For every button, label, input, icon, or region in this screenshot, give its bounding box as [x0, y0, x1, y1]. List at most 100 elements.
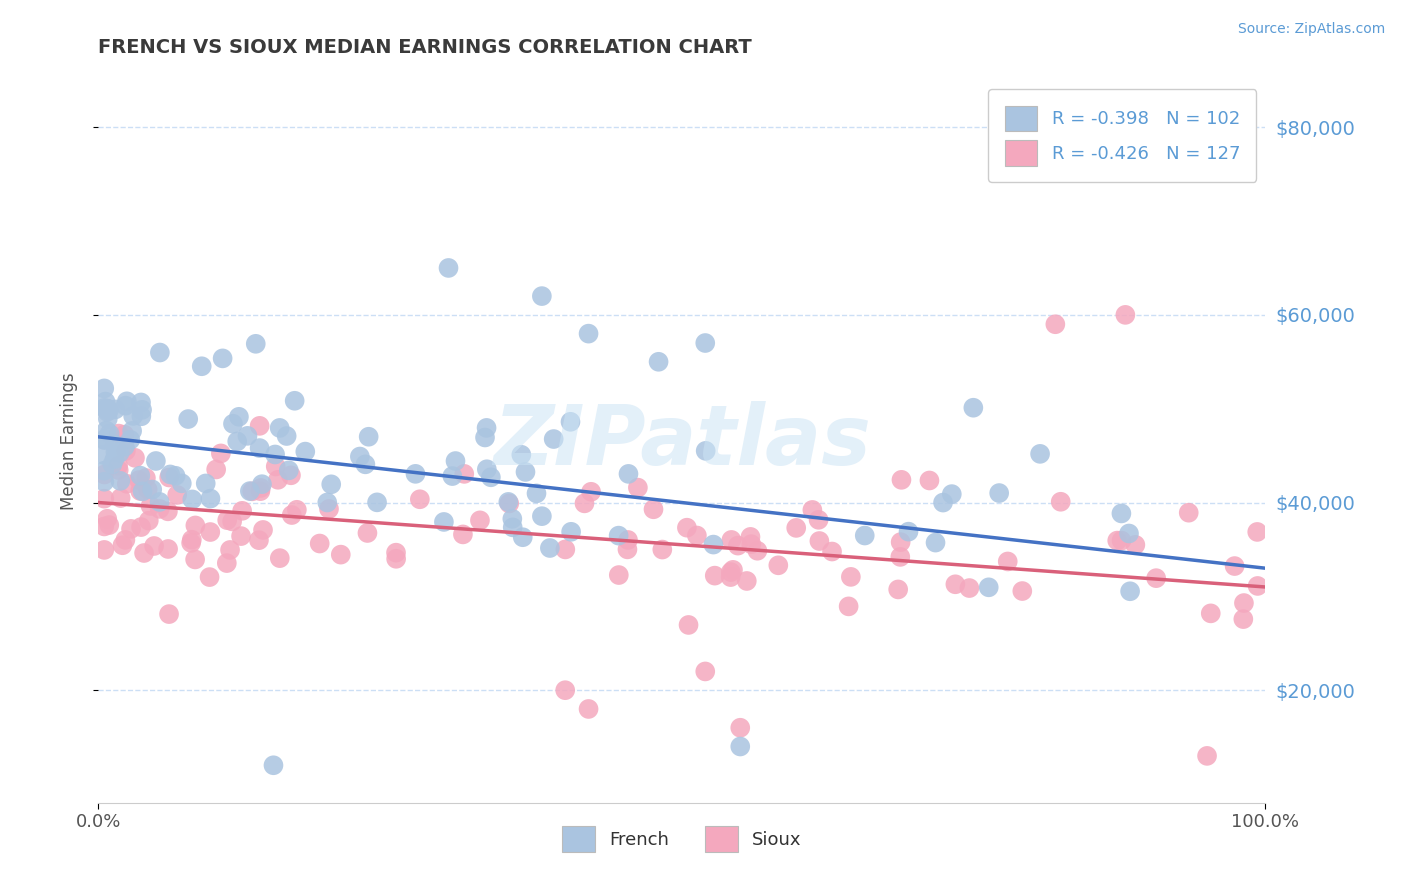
Point	[721, 563, 744, 577]
Point	[651, 542, 673, 557]
Legend: French, Sioux: French, Sioux	[555, 819, 808, 859]
Point	[157, 541, 180, 556]
Point	[1119, 584, 1142, 599]
Point	[617, 467, 640, 481]
Point	[498, 495, 520, 509]
Point	[294, 444, 316, 458]
Point	[543, 432, 565, 446]
Point	[695, 336, 717, 351]
Point	[108, 446, 131, 460]
Point	[96, 512, 118, 526]
Point	[103, 437, 125, 451]
Point	[166, 488, 188, 502]
Point	[200, 491, 222, 506]
Point	[136, 483, 159, 497]
Point	[321, 477, 343, 491]
Point	[385, 551, 408, 566]
Point	[149, 495, 172, 509]
Point	[129, 483, 152, 498]
Point	[115, 476, 138, 491]
Point	[988, 486, 1011, 500]
Point	[96, 401, 118, 416]
Point	[93, 433, 115, 447]
Point	[97, 403, 120, 417]
Point	[236, 429, 259, 443]
Point	[924, 535, 946, 549]
Point	[627, 481, 650, 495]
Point	[578, 702, 600, 716]
Point	[695, 443, 717, 458]
Point	[276, 429, 298, 443]
Point	[249, 418, 271, 433]
Point	[887, 582, 910, 597]
Point	[264, 459, 287, 474]
Point	[141, 483, 163, 497]
Point	[941, 487, 963, 501]
Point	[740, 537, 762, 551]
Point	[515, 465, 537, 479]
Point	[115, 394, 138, 409]
Point	[808, 534, 831, 549]
Point	[530, 509, 553, 524]
Point	[180, 536, 202, 550]
Point	[96, 405, 118, 419]
Point	[97, 401, 120, 416]
Point	[110, 491, 132, 505]
Point	[943, 577, 966, 591]
Point	[1107, 533, 1129, 548]
Point	[177, 412, 200, 426]
Point	[247, 533, 270, 548]
Point	[890, 535, 912, 549]
Point	[93, 491, 115, 506]
Point	[316, 495, 339, 509]
Point	[702, 538, 724, 552]
Point	[269, 421, 291, 435]
Point	[801, 503, 824, 517]
Point	[730, 721, 752, 735]
Point	[181, 492, 204, 507]
Point	[889, 549, 911, 564]
Point	[124, 450, 146, 465]
Point	[747, 543, 769, 558]
Point	[1029, 447, 1052, 461]
Y-axis label: Median Earnings: Median Earnings	[59, 373, 77, 510]
Point	[510, 448, 533, 462]
Point	[98, 518, 121, 533]
Point	[93, 381, 115, 395]
Point	[205, 462, 228, 476]
Point	[170, 476, 193, 491]
Text: ZIPatlas: ZIPatlas	[494, 401, 870, 482]
Point	[184, 552, 207, 566]
Point	[502, 520, 524, 534]
Point	[1246, 579, 1268, 593]
Point	[554, 683, 576, 698]
Point	[897, 524, 920, 539]
Point	[93, 467, 115, 482]
Point	[616, 542, 638, 557]
Point	[128, 473, 150, 487]
Point	[145, 454, 167, 468]
Point	[730, 739, 752, 754]
Point	[686, 528, 709, 542]
Point	[194, 476, 217, 491]
Point	[617, 533, 640, 547]
Point	[110, 474, 132, 488]
Point	[607, 568, 630, 582]
Point	[1125, 538, 1147, 552]
Point	[198, 570, 221, 584]
Point	[1114, 308, 1136, 322]
Point	[1199, 607, 1222, 621]
Point	[149, 502, 172, 516]
Point	[250, 477, 273, 491]
Point	[93, 401, 115, 415]
Point	[740, 530, 762, 544]
Point	[409, 492, 432, 507]
Point	[578, 326, 600, 341]
Point	[1011, 584, 1033, 599]
Point	[554, 542, 576, 557]
Point	[720, 570, 742, 584]
Point	[474, 430, 496, 444]
Point	[112, 427, 135, 442]
Point	[807, 513, 830, 527]
Point	[280, 468, 302, 483]
